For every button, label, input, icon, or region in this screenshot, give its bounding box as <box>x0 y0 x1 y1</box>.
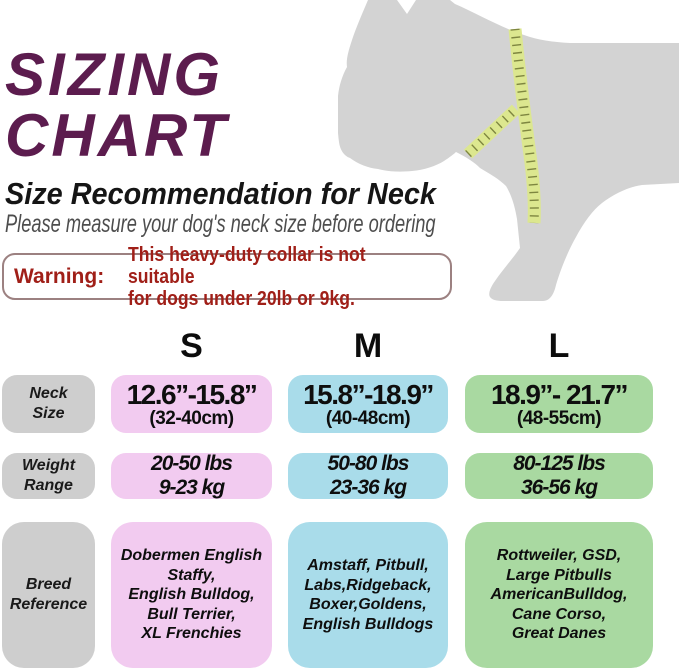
page-title: SIZING CHART <box>5 44 229 166</box>
weight-range-l-lbs: 80-125 lbs <box>513 452 606 475</box>
row-header-neck-size-label: Neck Size <box>29 385 68 422</box>
neck-size-l-inches: 18.9”- 21.7” <box>490 378 629 410</box>
neck-size-l-cm: (48-55cm) <box>516 407 602 429</box>
page-title-line1: SIZING <box>5 41 224 108</box>
row-header-breed-reference-label: Breed Reference <box>9 576 88 613</box>
subtitle: Size Recommendation for Neck <box>5 176 436 211</box>
breed-reference-l-list: Rottweiler, GSD, Large Pitbulls American… <box>490 547 628 643</box>
column-header-m: M <box>353 327 383 365</box>
neck-size-s-cell: 12.6”-15.8” (32-40cm) <box>111 375 272 433</box>
warning-message: This heavy-duty collar is not suitable f… <box>128 243 366 310</box>
dog-body-silhouette <box>338 0 679 301</box>
row-header-neck-size: Neck Size <box>2 375 95 433</box>
column-header-l: L <box>548 327 570 365</box>
weight-range-l-kg: 36-56 kg <box>520 476 598 499</box>
row-header-breed-reference: Breed Reference <box>2 522 95 668</box>
breed-reference-m-cell: Amstaff, Pitbull, Labs,Ridgeback, Boxer,… <box>288 522 448 668</box>
page-title-line2: CHART <box>5 102 229 169</box>
breed-reference-s-list: Dobermen English Staffy, English Bulldog… <box>120 547 263 643</box>
breed-reference-l-cell: Rottweiler, GSD, Large Pitbulls American… <box>465 522 653 668</box>
warning-box: Warning: This heavy-duty collar is not s… <box>2 244 452 310</box>
weight-range-m-kg: 23-36 kg <box>329 476 407 499</box>
column-header-s: S <box>180 327 203 365</box>
neck-size-s-inches: 12.6”-15.8” <box>126 378 258 410</box>
weight-range-s-lbs: 20-50 lbs <box>151 452 233 475</box>
weight-range-s-cell: 20-50 lbs 9-23 kg <box>111 452 272 499</box>
breed-reference-s-cell: Dobermen English Staffy, English Bulldog… <box>111 522 272 668</box>
warning-label: Warning: <box>14 264 105 288</box>
measuring-tape-collar <box>463 104 521 159</box>
measure-note: Please measure your dog's neck size befo… <box>5 210 436 238</box>
neck-size-l-cell: 18.9”- 21.7” (48-55cm) <box>465 375 653 433</box>
measuring-tape-vertical <box>508 28 541 224</box>
dog-silhouette-graphic <box>338 0 679 301</box>
row-header-weight-range-label: Weight Range <box>21 457 76 494</box>
weight-range-m-cell: 50-80 lbs 23-36 kg <box>288 452 448 499</box>
neck-size-m-cell: 15.8”-18.9” (40-48cm) <box>288 375 448 433</box>
neck-size-s-cm: (32-40cm) <box>149 407 234 429</box>
weight-range-s-kg: 9-23 kg <box>158 476 225 499</box>
breed-reference-m-list: Amstaff, Pitbull, Labs,Ridgeback, Boxer,… <box>302 557 434 633</box>
weight-range-m-lbs: 50-80 lbs <box>327 452 410 475</box>
neck-size-m-cm: (40-48cm) <box>325 407 411 429</box>
weight-range-l-cell: 80-125 lbs 36-56 kg <box>465 452 653 499</box>
neck-size-m-inches: 15.8”-18.9” <box>303 378 434 410</box>
row-header-weight-range: Weight Range <box>2 453 95 499</box>
